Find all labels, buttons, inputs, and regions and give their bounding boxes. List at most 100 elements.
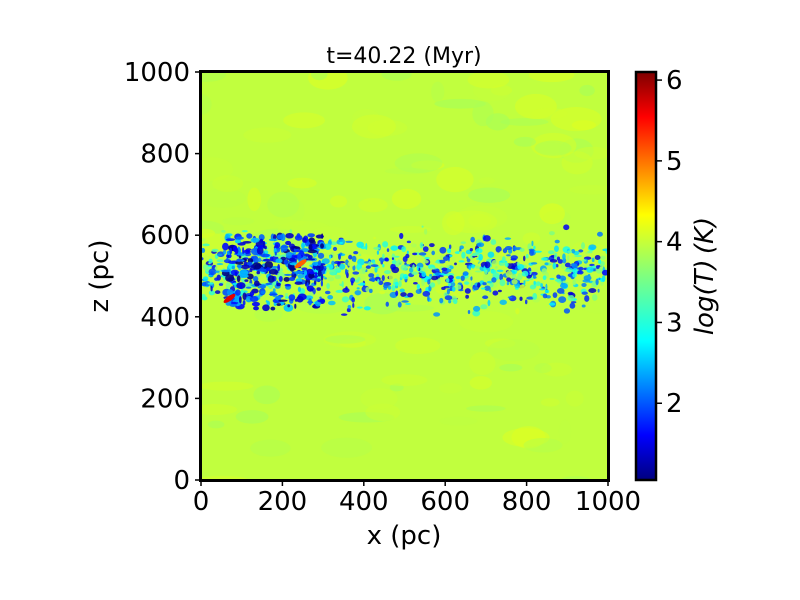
heatmap-cell xyxy=(482,295,489,300)
heatmap-cell xyxy=(469,376,492,390)
heatmap-cell xyxy=(320,280,324,287)
heatmap-cell xyxy=(395,260,403,266)
heatmap-cell xyxy=(489,282,494,288)
heatmap-cell xyxy=(247,187,262,212)
heatmap-cell xyxy=(454,262,457,266)
heatmap-cell xyxy=(519,248,525,252)
colorbar-ticks: 2 3 4 5 6 xyxy=(656,66,683,419)
heatmap-cell xyxy=(412,264,415,270)
heatmap-cell xyxy=(293,246,300,249)
heatmap-cell xyxy=(469,247,473,252)
heatmap-cell xyxy=(591,257,595,263)
heatmap-cell xyxy=(269,256,274,262)
heatmap-cell xyxy=(207,282,214,285)
heatmap-cell xyxy=(201,157,234,182)
heatmap-cell xyxy=(249,243,256,247)
heatmap-cell xyxy=(539,203,565,225)
y-tick-label: 600 xyxy=(140,221,190,251)
heatmap-cell xyxy=(398,280,402,288)
plot-frame xyxy=(199,70,610,482)
heatmap-cell xyxy=(244,279,249,282)
heatmap-cell xyxy=(601,269,608,276)
heatmap-cell xyxy=(400,292,407,297)
heatmap-cell xyxy=(217,265,224,270)
heatmap-cell xyxy=(468,265,472,271)
heatmap-cell xyxy=(342,287,350,293)
heatmap-cell xyxy=(600,255,606,260)
heatmap-cell xyxy=(402,256,408,263)
heatmap-cell xyxy=(235,295,238,303)
heatmap-cell xyxy=(461,251,466,259)
heatmap-cell xyxy=(595,278,599,286)
heatmap-cell xyxy=(574,254,583,258)
heatmap-cell xyxy=(252,275,259,282)
heatmap-cell xyxy=(522,232,541,245)
heatmap-cell xyxy=(234,239,242,244)
heatmap-cell xyxy=(297,274,305,279)
heatmap-cell xyxy=(412,252,418,256)
heatmap-cell xyxy=(297,253,302,260)
heatmap-cell xyxy=(405,302,411,305)
heatmap-cell xyxy=(434,272,440,277)
heatmap-cell xyxy=(439,246,447,254)
heatmap-cell xyxy=(201,381,254,391)
heatmap-cell xyxy=(527,243,532,250)
heatmap-cell xyxy=(315,234,324,239)
heatmap-cell xyxy=(299,288,306,295)
heatmap-cell xyxy=(289,257,296,262)
heatmap-cell xyxy=(595,265,600,269)
heatmap-cell xyxy=(588,244,597,251)
heatmap-cell xyxy=(597,231,603,237)
heatmap-cell xyxy=(235,410,269,424)
heatmap-cell xyxy=(544,262,549,266)
heatmap-cell xyxy=(575,274,584,281)
heatmap-cell xyxy=(469,351,496,376)
x-tick-label: 600 xyxy=(420,487,470,517)
heatmap-cell xyxy=(574,146,608,160)
heatmap-cell xyxy=(285,296,289,299)
heatmap-cell xyxy=(459,245,464,250)
heatmap-cell xyxy=(320,243,324,249)
heatmap-cell xyxy=(385,301,389,307)
heatmap-cell xyxy=(497,289,502,293)
heatmap-cell xyxy=(326,266,330,272)
heatmap-cell xyxy=(490,239,497,246)
heatmap-cell xyxy=(382,241,389,248)
heatmap-cell xyxy=(288,294,296,301)
heatmap-cell xyxy=(395,337,441,355)
heatmap-cell xyxy=(446,288,450,295)
heatmap-cell xyxy=(373,246,381,250)
heatmap-cell xyxy=(331,260,335,266)
heatmap-cell xyxy=(413,282,418,285)
heatmap-cell xyxy=(439,383,463,394)
heatmap-cell xyxy=(381,253,385,259)
heatmap-cell xyxy=(246,233,253,239)
heatmap-cell xyxy=(234,271,238,277)
heatmap-cell xyxy=(533,245,536,250)
heatmap-cell xyxy=(277,263,280,272)
heatmap-cell xyxy=(356,241,365,248)
heatmap-cell xyxy=(376,250,380,255)
heatmap-cell xyxy=(226,257,229,261)
heatmap-cell xyxy=(487,251,495,258)
heatmap-cell xyxy=(317,252,325,259)
heatmap-cell xyxy=(478,177,496,185)
heatmap-cell xyxy=(285,251,294,259)
heatmap-cell xyxy=(267,191,300,218)
heatmap-cell xyxy=(534,140,572,156)
heatmap-cell xyxy=(390,245,399,251)
heatmap-cell xyxy=(567,294,575,302)
heatmap-cell xyxy=(465,294,469,299)
heatmap-cell xyxy=(302,237,307,243)
heatmap-cell xyxy=(285,232,294,239)
heatmap-cell xyxy=(513,136,536,147)
heatmap-cell xyxy=(584,295,590,302)
heatmap-cell xyxy=(235,261,244,265)
heatmap-cell xyxy=(346,308,351,313)
heatmap-cell xyxy=(567,250,573,254)
heatmap-cell xyxy=(308,237,315,244)
heatmap-cell xyxy=(452,298,458,305)
heatmap-plot-area xyxy=(199,70,610,482)
heatmap-cell xyxy=(277,271,285,279)
heatmap-cell xyxy=(274,242,281,249)
